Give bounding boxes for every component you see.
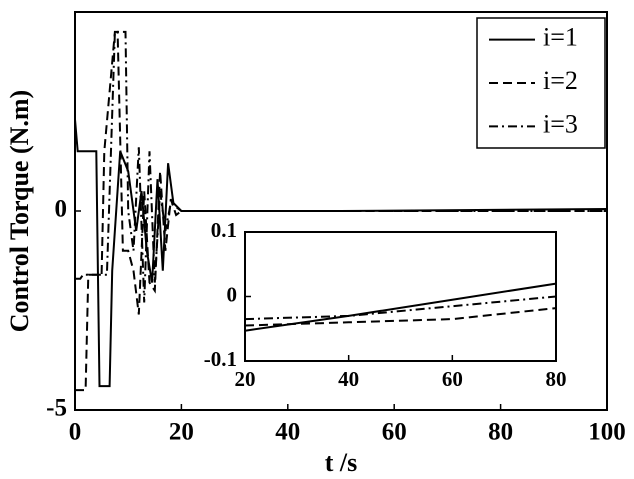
y-tick-label: -0.1: [204, 347, 237, 371]
y-tick-label: 0: [55, 196, 68, 223]
legend-label: i=3: [543, 109, 578, 138]
legend-label: i=2: [543, 66, 578, 95]
plot-area: [245, 232, 556, 361]
y-tick-label: -5: [46, 395, 67, 422]
x-tick-label: 20: [235, 367, 256, 391]
legend-label: i=1: [543, 23, 578, 52]
series-line: [244, 282, 557, 332]
series-line: [75, 30, 607, 303]
x-axis-label: t /s: [325, 448, 358, 477]
y-tick-label: 0: [227, 282, 238, 306]
x-tick-label: 80: [488, 418, 513, 445]
series-line: [244, 307, 557, 327]
x-tick-label: 100: [588, 418, 626, 445]
series-line: [74, 119, 608, 388]
series-line: [244, 295, 557, 321]
x-tick-label: 40: [338, 367, 359, 391]
x-tick-label: 60: [382, 418, 407, 445]
y-tick-label: 0.1: [211, 218, 237, 242]
x-tick-label: 60: [442, 367, 463, 391]
x-tick-label: 40: [275, 418, 300, 445]
y-axis-label: Control Torque (N.m): [5, 90, 34, 332]
x-tick-label: 80: [546, 367, 567, 391]
x-tick-label: 20: [169, 418, 194, 445]
x-tick-label: 0: [69, 418, 82, 445]
